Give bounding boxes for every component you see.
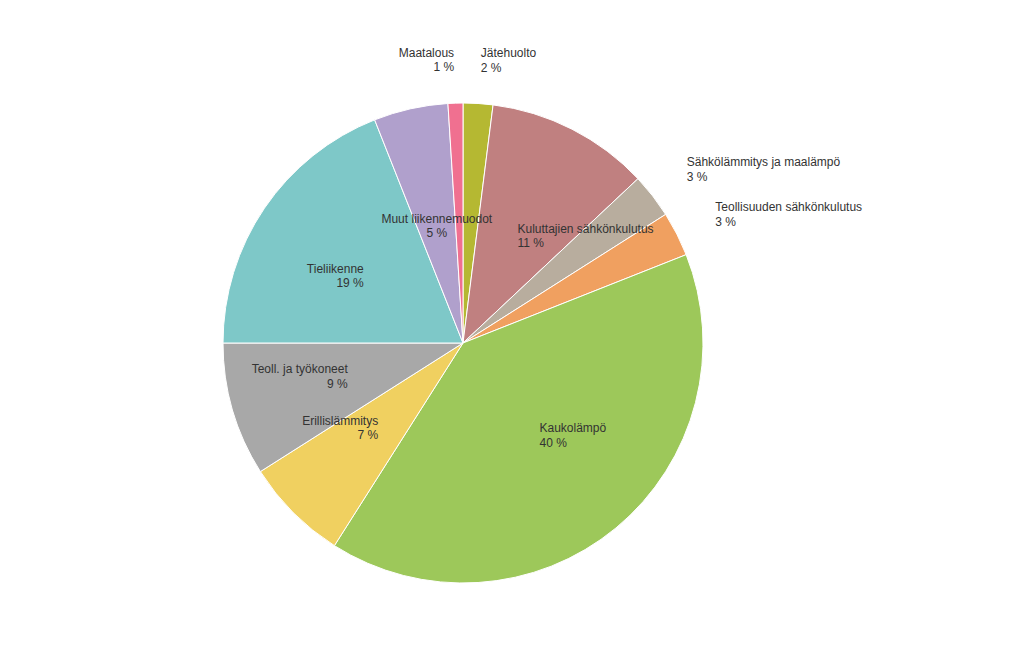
svg-text:Tieliikenne19 %: Tieliikenne19 % <box>307 262 364 290</box>
svg-text:Muut liikennemuodot5 %: Muut liikennemuodot5 % <box>381 212 492 240</box>
svg-text:Erillislämmitys7 %: Erillislämmitys7 % <box>302 414 378 442</box>
svg-text:Teollisuuden sähkönkulutus3 %: Teollisuuden sähkönkulutus3 % <box>715 200 862 228</box>
svg-text:Sähkölämmitys ja maalämpö3 %: Sähkölämmitys ja maalämpö3 % <box>687 155 841 183</box>
svg-text:Teoll. ja työkoneet9 %: Teoll. ja työkoneet9 % <box>252 362 349 390</box>
svg-text:Kuluttajien sähkönkulutus11 %: Kuluttajien sähkönkulutus11 % <box>517 222 653 250</box>
svg-text:Maatalous1 %: Maatalous1 % <box>399 46 455 74</box>
svg-text:Jätehuolto2 %: Jätehuolto2 % <box>481 46 537 74</box>
svg-text:Kaukolämpö40 %: Kaukolämpö40 % <box>539 421 606 449</box>
